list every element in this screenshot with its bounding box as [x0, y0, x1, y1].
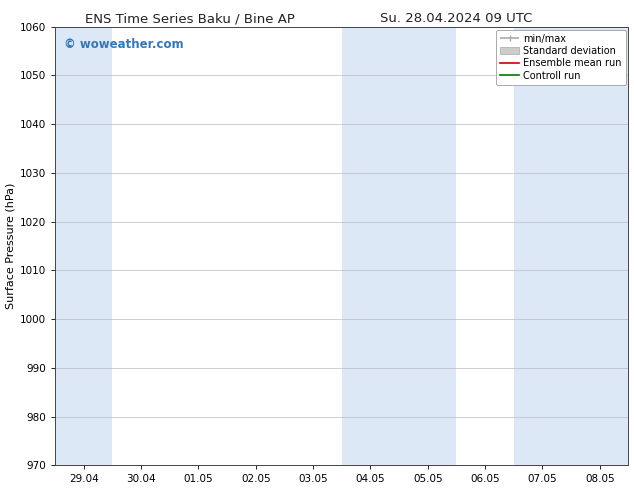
Text: ENS Time Series Baku / Bine AP: ENS Time Series Baku / Bine AP: [85, 12, 295, 25]
Legend: min/max, Standard deviation, Ensemble mean run, Controll run: min/max, Standard deviation, Ensemble me…: [496, 29, 626, 85]
Bar: [55, 27, 112, 465]
Text: © woweather.com: © woweather.com: [63, 38, 183, 50]
Text: Su. 28.04.2024 09 UTC: Su. 28.04.2024 09 UTC: [380, 12, 533, 25]
Bar: [342, 27, 456, 465]
Y-axis label: Surface Pressure (hPa): Surface Pressure (hPa): [6, 183, 16, 309]
Bar: [514, 27, 628, 465]
